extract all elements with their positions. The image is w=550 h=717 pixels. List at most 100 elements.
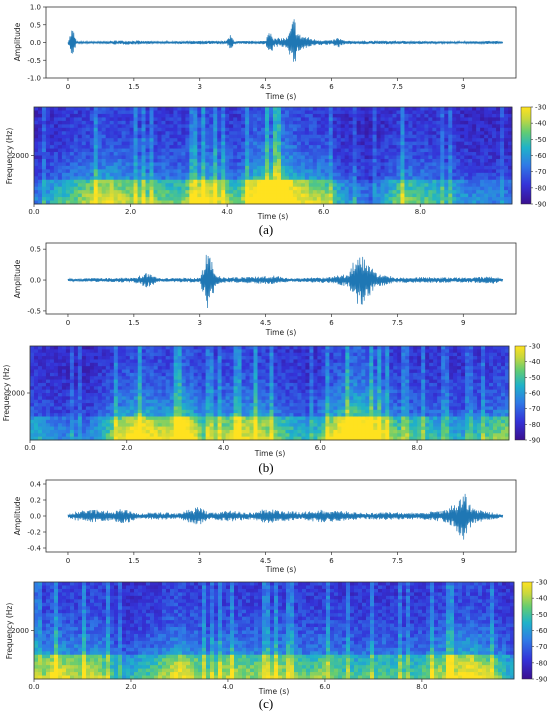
heatmap-cell	[436, 186, 441, 191]
heatmap-cell	[217, 186, 222, 191]
heatmap-cell	[352, 158, 358, 163]
heatmap-cell	[500, 165, 505, 170]
heatmap-cell	[284, 172, 290, 177]
heatmap-cell	[225, 148, 230, 153]
heatmap-cell	[153, 134, 158, 139]
heatmap-cell	[37, 376, 43, 380]
heatmap-cell	[145, 124, 150, 129]
heatmap-cell	[296, 158, 302, 163]
heatmap-cell	[201, 366, 207, 370]
heatmap-cell	[77, 413, 83, 417]
heatmap-cell	[169, 138, 174, 143]
heatmap-cell	[257, 162, 262, 167]
heatmap-cell	[85, 346, 91, 350]
heatmap-cell	[284, 176, 290, 181]
heatmap-cell	[61, 416, 67, 421]
heatmap-cell	[444, 131, 449, 136]
heatmap-cell	[452, 134, 457, 139]
heatmap-cell	[197, 120, 202, 125]
heatmap-cell	[81, 426, 87, 431]
heatmap-cell	[149, 386, 155, 391]
heatmap-cell	[97, 346, 103, 350]
heatmap-cell	[101, 396, 107, 401]
heatmap-cell	[388, 152, 393, 156]
heatmap-cell	[145, 366, 151, 370]
heatmap-cell	[288, 169, 294, 174]
heatmap-cell	[109, 346, 115, 350]
heatmap-cell	[177, 369, 183, 374]
heatmap-cell	[388, 158, 393, 163]
heatmap-cell	[201, 155, 206, 160]
heatmap-cell	[284, 141, 290, 146]
heatmap-cell	[45, 172, 51, 177]
heatmap-cell	[153, 200, 158, 205]
heatmap-cell	[34, 176, 39, 181]
heatmap-cell	[149, 362, 155, 367]
heatmap-cell	[61, 113, 67, 118]
heatmap-cell	[340, 172, 346, 177]
heatmap-cell	[201, 393, 207, 397]
heatmap-cell	[269, 152, 274, 156]
heatmap-cell	[261, 158, 266, 163]
heatmap-cell	[149, 359, 155, 364]
heatmap-cell	[209, 386, 215, 391]
heatmap-cell	[344, 155, 350, 160]
heatmap-cell	[181, 127, 186, 132]
heatmap-cell	[257, 186, 262, 191]
heatmap-cell	[436, 124, 441, 129]
heatmap-cell	[237, 120, 242, 125]
heatmap-cell	[77, 113, 83, 118]
heatmap-cell	[97, 382, 103, 387]
heatmap-cell	[225, 403, 230, 407]
heatmap-cell	[37, 399, 43, 404]
heatmap-cell	[101, 183, 107, 188]
heatmap-cell	[141, 386, 147, 391]
heatmap-cell	[472, 145, 477, 149]
heatmap-cell	[225, 376, 230, 380]
heatmap-cell	[77, 152, 83, 156]
heatmap-cell	[261, 127, 266, 132]
heatmap-cell	[233, 127, 238, 132]
heatmap-cell	[185, 131, 190, 136]
heatmap-cell	[41, 403, 47, 407]
heatmap-cell	[384, 134, 389, 139]
heatmap-cell	[153, 362, 159, 367]
heatmap-cell	[432, 113, 437, 118]
heatmap-cell	[69, 362, 75, 367]
heatmap-cell	[61, 165, 67, 170]
heatmap-cell	[185, 393, 191, 397]
heatmap-cell	[225, 366, 230, 370]
heatmap-cell	[113, 155, 119, 160]
heatmap-cell	[81, 352, 87, 357]
heatmap-cell	[221, 379, 226, 384]
heatmap-cell	[173, 413, 179, 417]
heatmap-cell	[324, 110, 330, 115]
heatmap-cell	[384, 127, 389, 132]
heatmap-cell	[197, 369, 203, 374]
heatmap-cell	[141, 356, 147, 360]
heatmap-cell	[237, 197, 242, 201]
heatmap-cell	[400, 141, 405, 146]
heatmap-cell	[460, 148, 465, 153]
heatmap-cell	[201, 426, 207, 431]
heatmap-cell	[101, 372, 107, 377]
heatmap-cell	[65, 389, 71, 394]
heatmap-cell	[153, 155, 158, 160]
heatmap-cell	[308, 172, 314, 177]
heatmap-cell	[201, 183, 206, 188]
heatmap-cell	[209, 197, 214, 201]
heatmap-cell	[153, 419, 159, 424]
heatmap-cell	[169, 403, 175, 407]
heatmap-cell	[209, 152, 214, 156]
heatmap-cell	[508, 113, 513, 118]
heatmap-cell	[201, 382, 207, 387]
heatmap-cell	[30, 352, 35, 357]
heatmap-cell	[165, 403, 171, 407]
heatmap-cell	[213, 110, 218, 115]
heatmap-cell	[141, 155, 146, 160]
heatmap-cell	[185, 349, 191, 354]
heatmap-cell	[504, 197, 509, 201]
heatmap-cell	[496, 169, 501, 174]
heatmap-cell	[488, 200, 493, 205]
heatmap-cell	[324, 155, 330, 160]
